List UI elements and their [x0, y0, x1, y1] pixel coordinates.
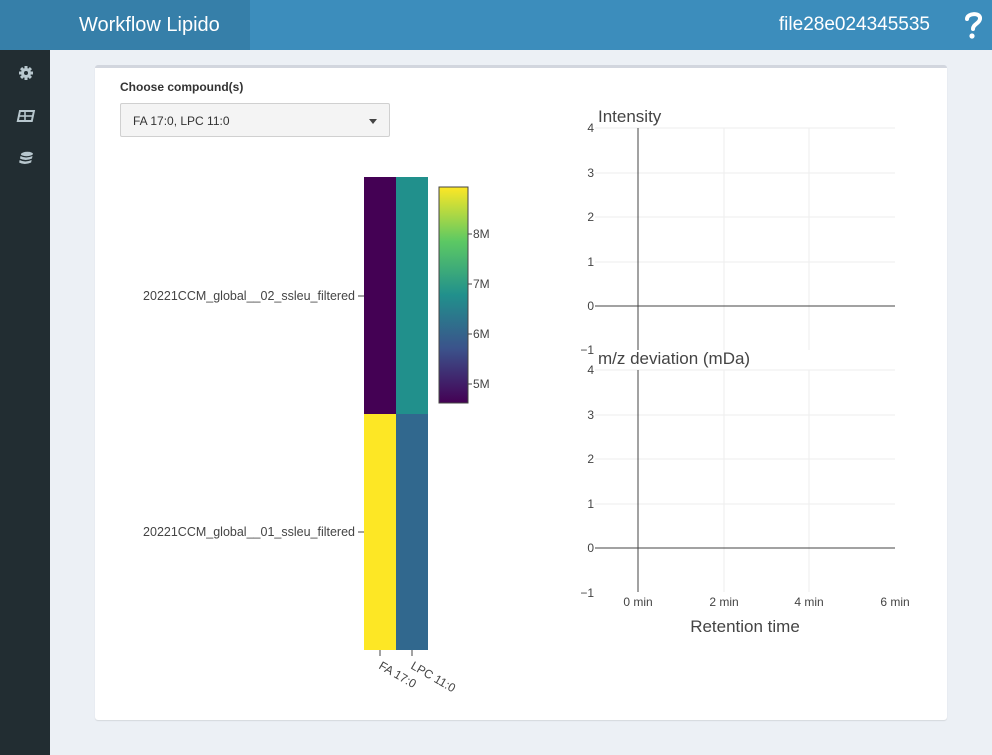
heatmap-row-label: 20221CCM_global__02_ssleu_filtered: [143, 289, 355, 303]
x-tick: 0 min: [623, 595, 652, 609]
colorbar-tick: 8M: [473, 227, 490, 241]
heatmap-cell-r1-c2: [396, 177, 428, 414]
y-tick: 0: [587, 541, 594, 555]
colorbar-tick: 7M: [473, 277, 490, 291]
heatmap-cell-r2-c2: [396, 414, 428, 650]
colorbar: [438, 186, 469, 404]
y-tick: 4: [587, 363, 594, 377]
intensity-plot: Intensity 4 3 2 1 0 −1: [580, 107, 895, 357]
y-tick: 2: [587, 452, 594, 466]
content-box: [95, 65, 947, 720]
top-header: Workflow Lipido file28e024345535: [0, 0, 992, 50]
heatmap-cell-r2-c1: [364, 414, 396, 650]
database-icon[interactable]: [16, 149, 36, 169]
heatmap: 20221CCM_global__02_ssleu_filtered 20221…: [143, 177, 490, 695]
y-tick: −1: [580, 343, 594, 357]
y-tick: 2: [587, 210, 594, 224]
compound-select-value: FA 17:0, LPC 11:0: [133, 114, 230, 128]
eic-plots: Intensity 4 3 2 1 0 −1 m/z deviation (mD…: [580, 107, 909, 636]
heatmap-cell-r1-c1: [364, 177, 396, 414]
x-tick: 4 min: [794, 595, 823, 609]
app-title[interactable]: Workflow Lipido: [0, 0, 250, 50]
compound-select-label: Choose compound(s): [120, 80, 244, 94]
y-tick: 1: [587, 497, 594, 511]
y-tick: −1: [580, 586, 594, 600]
y-tick: 0: [587, 299, 594, 313]
mz-deviation-plot: m/z deviation (mDa) 4 3 2 1 0 −1 0 min 2…: [580, 349, 909, 636]
compound-select[interactable]: FA 17:0, LPC 11:0: [120, 103, 390, 137]
help-icon[interactable]: [962, 10, 984, 40]
table-icon[interactable]: [16, 106, 36, 126]
sidebar: [0, 50, 50, 755]
colorbar-tick: 5M: [473, 377, 490, 391]
chevron-down-icon: [369, 119, 377, 124]
plot-title: m/z deviation (mDa): [598, 349, 750, 368]
file-name-label: file28e024345535: [778, 14, 930, 35]
heatmap-row-label: 20221CCM_global__01_ssleu_filtered: [143, 525, 355, 539]
gear-icon[interactable]: [16, 63, 36, 83]
y-tick: 1: [587, 255, 594, 269]
x-tick: 2 min: [709, 595, 738, 609]
x-tick: 6 min: [880, 595, 909, 609]
y-tick: 3: [587, 408, 594, 422]
y-tick: 3: [587, 166, 594, 180]
x-axis-title: Retention time: [690, 617, 800, 636]
plot-title: Intensity: [598, 107, 662, 126]
colorbar-tick: 6M: [473, 327, 490, 341]
y-tick: 4: [587, 121, 594, 135]
